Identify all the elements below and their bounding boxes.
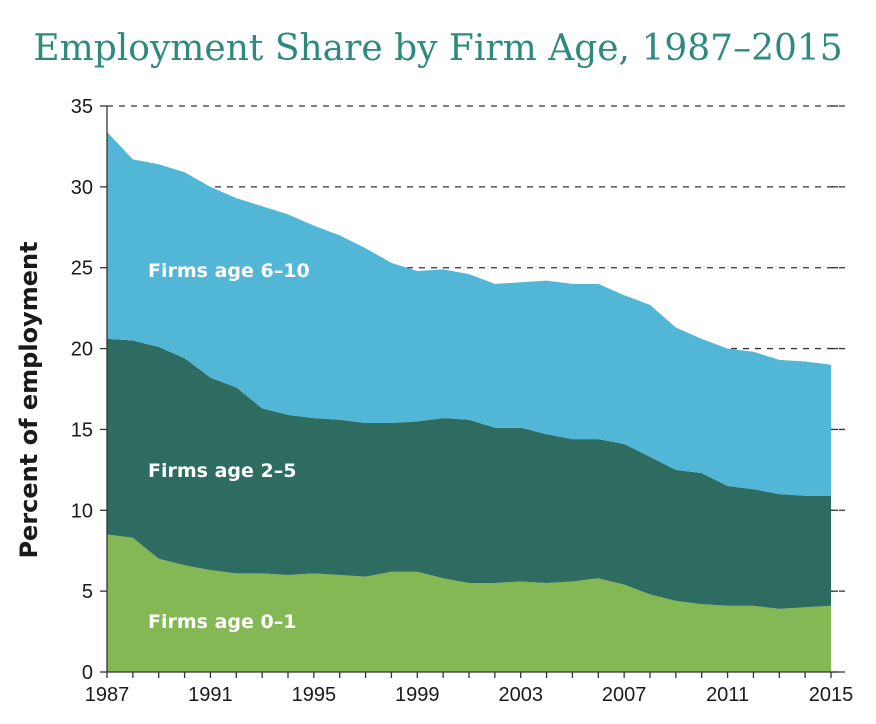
y-axis-label: Percent of employment: [15, 241, 43, 558]
band-label-age-6-10: Firms age 6–10: [148, 260, 310, 282]
y-tick-label-0: 0: [82, 662, 93, 684]
chart-title: Employment Share by Firm Age, 1987–2015: [33, 28, 842, 69]
x-tick-label-1987: 1987: [85, 684, 130, 706]
y-tick-label-20: 20: [71, 339, 93, 361]
axis-layer: 0 5 10 15 20 25 30 35 1987 1991 1995 1999 2003 2007 20…: [71, 96, 854, 706]
x-tick-label-1991: 1991: [188, 684, 233, 706]
x-tick-label-2007: 2007: [602, 684, 647, 706]
area-series-1: [107, 338, 831, 609]
band-label-age-0-1: Firms age 0–1: [148, 611, 296, 633]
y-tick-label-25: 25: [71, 258, 93, 280]
x-tick-label-1995: 1995: [292, 684, 337, 706]
area-layer: [107, 131, 831, 672]
y-tick-label-35: 35: [71, 96, 93, 118]
x-tick-label-2011: 2011: [706, 684, 749, 706]
y-tick-label-10: 10: [71, 500, 93, 522]
band-label-age-2-5: Firms age 2–5: [148, 460, 296, 482]
y-tick-label-5: 5: [82, 581, 93, 603]
x-tick-label-2003: 2003: [498, 684, 543, 706]
area-series-2: [107, 131, 831, 496]
area-series-0: [107, 534, 831, 672]
x-tick-label-2015: 2015: [809, 684, 854, 706]
y-tick-label-15: 15: [71, 419, 93, 441]
y-tick-label-30: 30: [71, 177, 93, 199]
x-tick-label-1999: 1999: [395, 684, 440, 706]
